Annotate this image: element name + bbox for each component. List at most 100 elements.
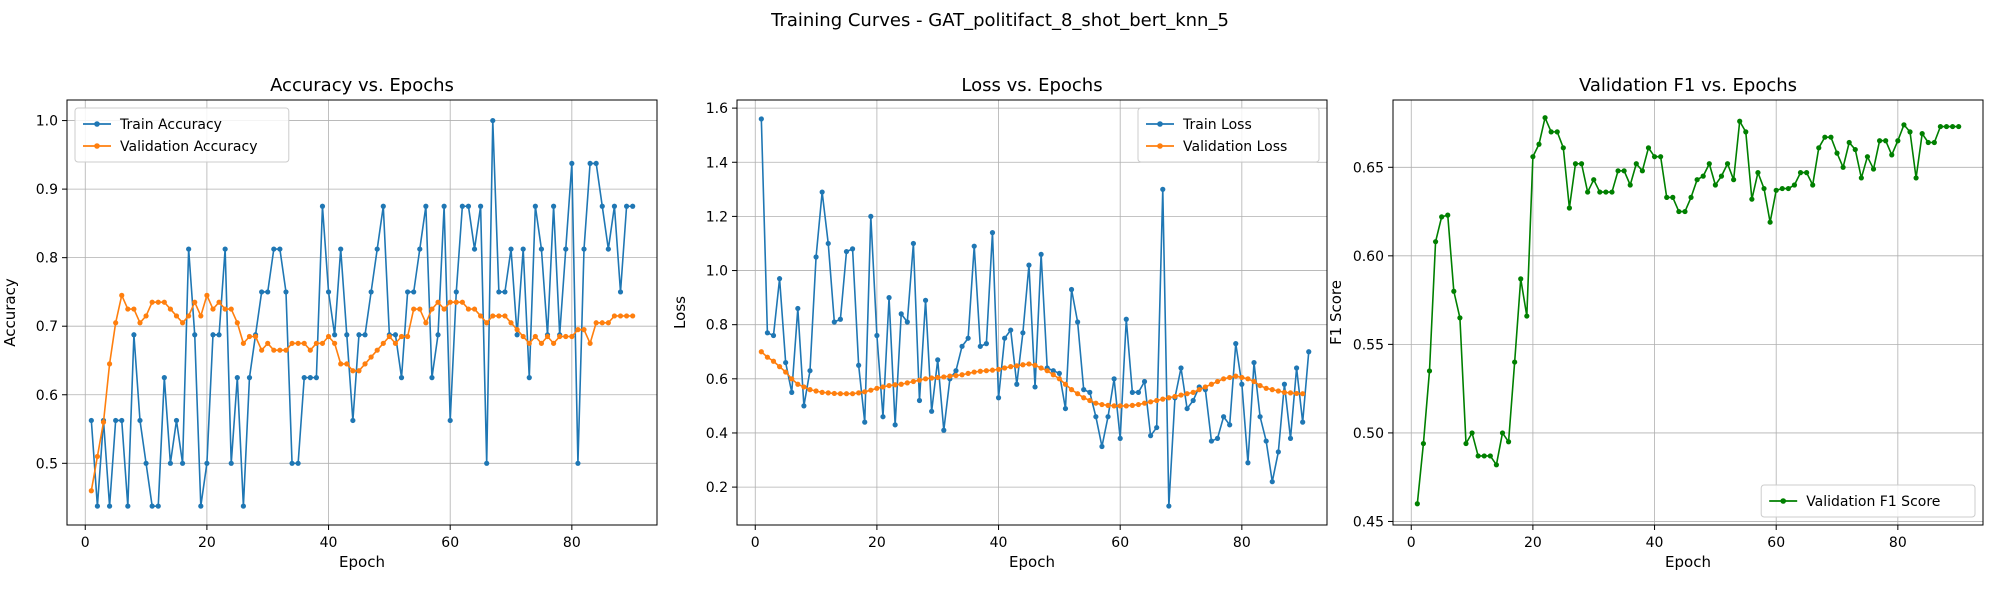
data-point: [1895, 138, 1901, 144]
data-point: [125, 306, 131, 312]
data-point: [125, 503, 131, 509]
data-point: [307, 347, 313, 353]
data-point: [1141, 378, 1148, 385]
data-point: [1227, 374, 1233, 381]
data-point: [490, 117, 496, 124]
data-point: [478, 313, 484, 319]
data-point: [1718, 173, 1725, 179]
x-tick-label: 0: [1407, 535, 1416, 551]
data-point: [605, 320, 611, 326]
data-point: [1239, 381, 1245, 387]
x-tick-label: 60: [1111, 535, 1129, 551]
data-point: [1056, 370, 1062, 377]
y-tick-label: 0.6: [36, 388, 58, 404]
data-point: [246, 375, 253, 381]
y-tick-label: 0.2: [706, 480, 728, 496]
data-point: [1615, 168, 1621, 174]
data-point: [265, 289, 271, 295]
data-point: [1901, 122, 1907, 128]
data-point: [1469, 430, 1475, 436]
data-point: [935, 357, 941, 363]
data-point: [344, 332, 350, 338]
data-point: [490, 313, 496, 319]
data-point: [935, 374, 941, 381]
data-point: [965, 335, 971, 341]
data-point: [362, 332, 368, 338]
data-point: [1257, 382, 1263, 389]
data-point: [1287, 390, 1294, 396]
data-point: [374, 246, 380, 252]
data-point: [167, 306, 174, 312]
data-point: [1111, 376, 1117, 382]
data-point: [1883, 138, 1889, 144]
data-point: [1123, 403, 1129, 409]
data-point: [1810, 182, 1816, 188]
data-point: [1913, 175, 1919, 181]
data-point: [313, 375, 319, 381]
data-point: [350, 417, 356, 424]
data-point: [1026, 361, 1032, 367]
data-point: [380, 340, 386, 346]
data-point: [617, 289, 624, 295]
data-point: [179, 460, 186, 466]
data-point: [1014, 363, 1020, 369]
data-point: [1609, 189, 1615, 195]
data-point: [1931, 139, 1937, 146]
data-point: [100, 419, 107, 425]
data-point: [332, 332, 338, 338]
data-point: [1864, 154, 1871, 160]
chart-panel-2: 0 20 40 60 80 0.2 0.4 0.6 0.8 1.0 1.2 1.4 1.6 Loss vs…: [671, 75, 1328, 571]
data-point: [508, 320, 514, 326]
data-point: [271, 347, 277, 353]
data-point: [1645, 145, 1652, 151]
data-point: [1008, 327, 1014, 333]
data-point: [1160, 396, 1166, 402]
data-point: [222, 246, 228, 252]
data-point: [301, 375, 307, 381]
data-point: [289, 460, 295, 466]
data-point: [1190, 397, 1196, 404]
data-point: [807, 387, 813, 393]
data-point: [216, 299, 222, 305]
data-point: [319, 203, 326, 209]
data-point: [1062, 405, 1069, 412]
data-point: [210, 306, 216, 312]
data-point: [795, 381, 801, 387]
data-point: [1694, 177, 1700, 183]
data-point: [1858, 175, 1864, 181]
data-point: [581, 246, 587, 252]
data-point: [819, 189, 825, 195]
data-point: [953, 368, 959, 374]
data-point: [1518, 276, 1524, 282]
data-point: [398, 333, 405, 340]
legend: Validation F1 Score: [1760, 484, 1976, 518]
data-point: [106, 503, 113, 509]
data-point: [1651, 154, 1658, 160]
data-point: [277, 347, 283, 353]
data-point: [599, 203, 605, 209]
data-point: [198, 503, 204, 509]
data-point: [423, 203, 429, 209]
data-point: [1828, 134, 1834, 140]
data-point: [611, 313, 618, 319]
data-point: [831, 390, 837, 397]
y-tick-label: 0.8: [36, 251, 58, 267]
x-axis-label: Epoch: [1665, 553, 1711, 571]
data-point: [161, 375, 167, 381]
data-point: [1032, 362, 1038, 368]
data-point: [1907, 129, 1913, 135]
data-point: [1123, 316, 1129, 322]
y-tick-label: 0.8: [706, 318, 728, 334]
data-point: [1785, 185, 1791, 192]
data-point: [173, 313, 180, 319]
data-point: [1269, 387, 1275, 393]
data-point: [143, 313, 149, 319]
data-point: [569, 333, 575, 340]
data-point: [1087, 389, 1093, 395]
data-point: [569, 160, 575, 167]
data-point: [1160, 186, 1166, 192]
data-point: [496, 289, 502, 295]
data-point: [459, 203, 465, 209]
data-point: [1117, 403, 1123, 409]
legend-box: [74, 107, 290, 163]
